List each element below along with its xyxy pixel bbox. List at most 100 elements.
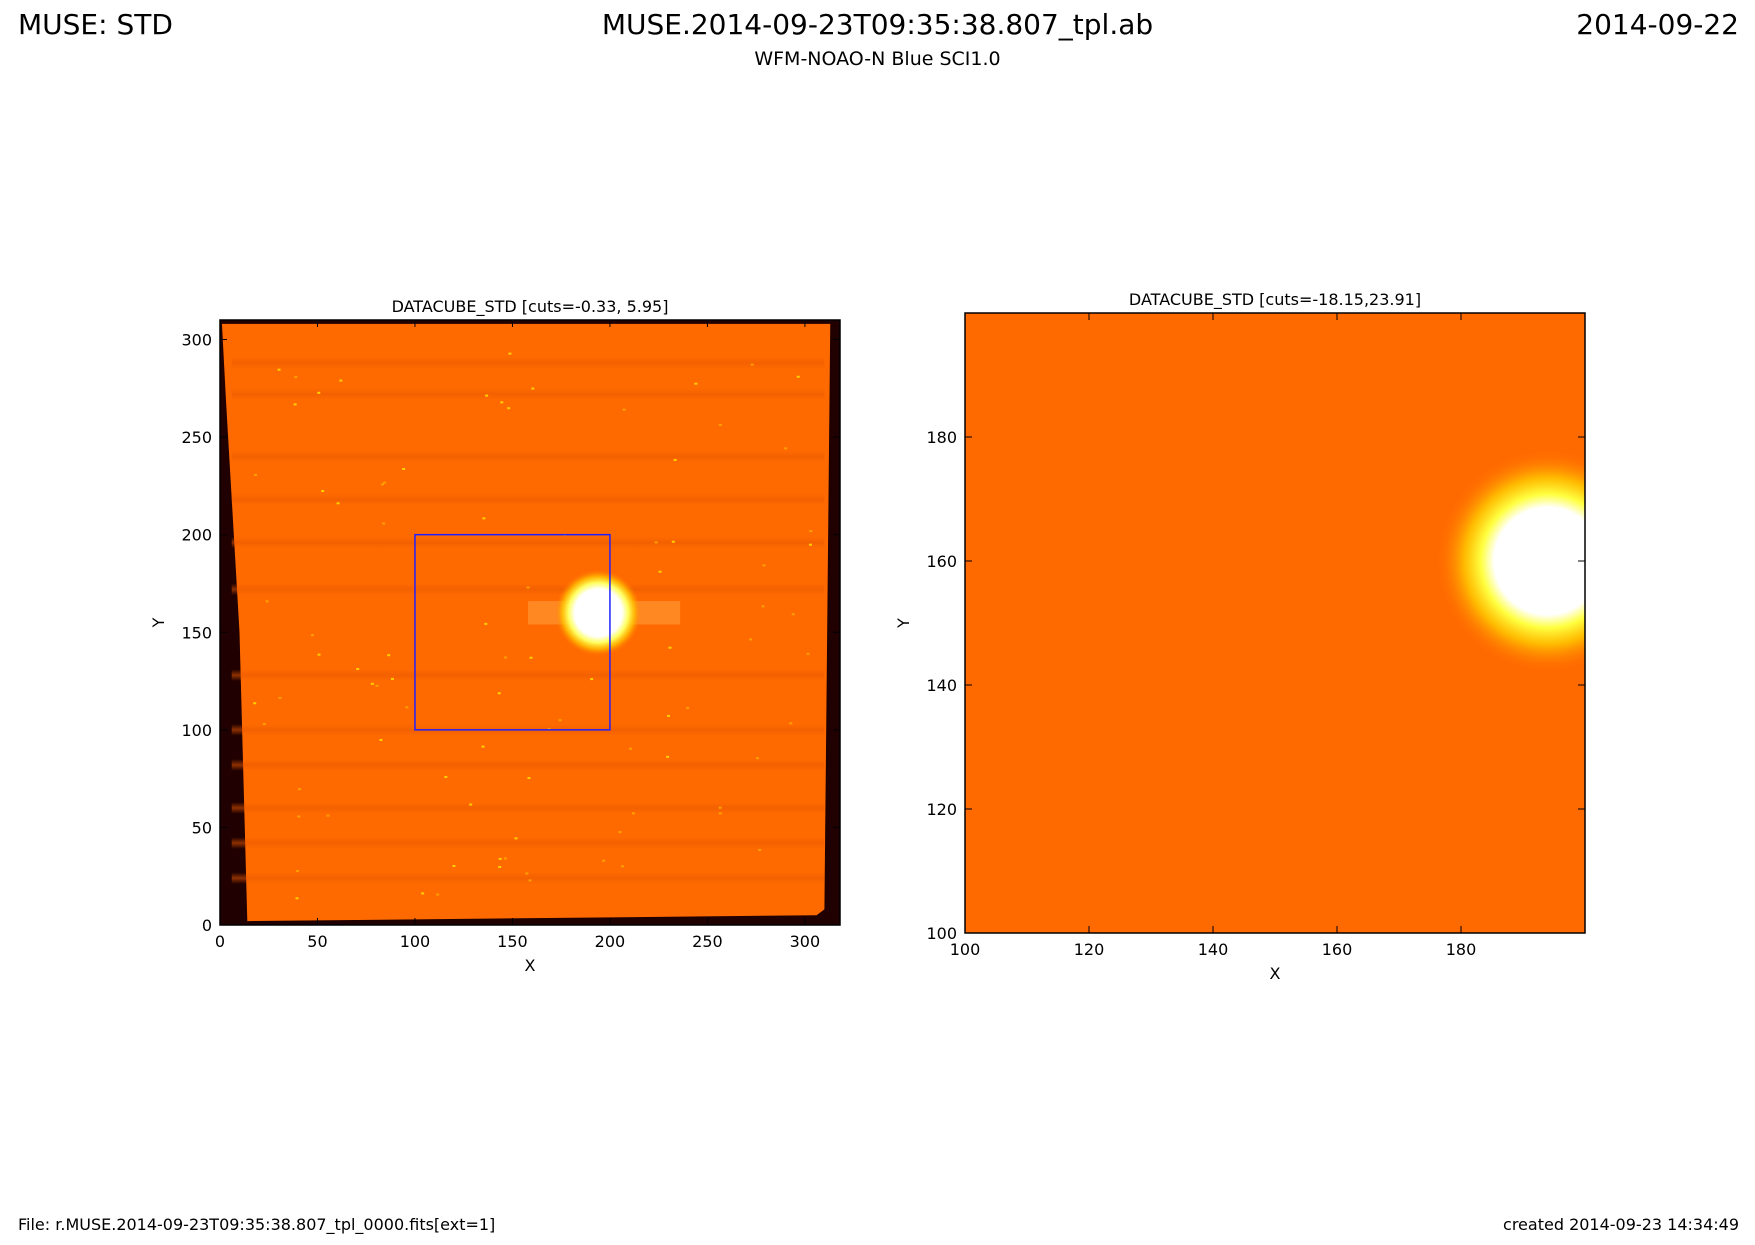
plot-frame: [964, 312, 1586, 934]
hot-pixel: [558, 719, 562, 722]
hot-pixel: [806, 652, 810, 655]
hot-pixel: [317, 653, 321, 656]
hot-pixel: [673, 458, 677, 461]
hot-pixel: [718, 812, 722, 815]
hot-pixel: [525, 872, 529, 875]
chart-title: DATACUBE_STD [cuts=-18.15,23.91]: [1129, 290, 1421, 310]
hot-pixel: [380, 483, 384, 486]
hot-pixel: [336, 502, 340, 505]
y-tick-label: 160: [926, 552, 957, 571]
science-field: [221, 323, 831, 922]
hot-pixel: [339, 379, 343, 382]
x-tick-label: 140: [1198, 940, 1229, 959]
hot-pixel: [808, 543, 812, 546]
hot-pixel: [297, 815, 301, 818]
hot-pixel: [498, 865, 502, 868]
hot-pixel: [405, 706, 409, 709]
hot-pixel: [326, 814, 330, 817]
x-tick-label: 180: [1446, 940, 1477, 959]
hot-pixel: [667, 714, 671, 717]
hot-pixel: [507, 407, 511, 410]
hot-pixel: [262, 723, 266, 726]
hot-pixel: [755, 757, 759, 760]
hot-pixel: [482, 517, 486, 520]
hot-pixel: [528, 879, 532, 882]
hot-pixel: [469, 803, 473, 806]
y-tick-label: 200: [181, 526, 212, 545]
hot-pixel: [484, 622, 488, 625]
x-tick-label: 200: [595, 932, 626, 951]
zoom-region-box: [414, 533, 611, 731]
slice-band: [231, 536, 825, 549]
hot-pixel: [296, 870, 300, 873]
hot-pixel: [526, 586, 530, 589]
x-tick-label: 250: [692, 932, 723, 951]
hot-pixel: [421, 892, 425, 895]
hot-pixel: [481, 745, 485, 748]
y-axis-label: Y: [149, 617, 168, 628]
hot-pixel: [590, 678, 594, 681]
header-instrument: MUSE: STD: [18, 8, 173, 41]
slice-band: [231, 450, 825, 463]
hot-pixel: [618, 831, 622, 834]
hot-pixel: [436, 893, 440, 896]
slice-band: [231, 872, 825, 885]
hot-pixel: [390, 677, 394, 680]
hot-pixel: [658, 570, 662, 573]
hot-pixel: [498, 857, 502, 860]
hot-pixel: [629, 747, 633, 750]
hot-pixel: [762, 564, 766, 567]
standard-star: [555, 569, 642, 656]
hot-pixel: [500, 401, 504, 404]
hot-pixel: [527, 777, 531, 780]
hot-pixel: [602, 859, 606, 862]
hot-pixel: [750, 363, 754, 366]
hot-pixel: [749, 638, 753, 641]
hot-pixel: [622, 408, 626, 411]
hot-pixel: [809, 530, 813, 533]
hot-pixel: [370, 682, 374, 685]
hot-pixel: [485, 394, 489, 397]
hot-pixel: [497, 692, 501, 695]
plot-frame: [219, 319, 841, 926]
hot-pixel: [356, 668, 360, 671]
hot-pixel: [761, 605, 765, 608]
hot-pixel: [293, 403, 297, 406]
hot-pixel: [514, 837, 518, 840]
hot-pixel: [383, 481, 387, 484]
hot-pixel: [508, 352, 512, 355]
x-tick-label: 300: [790, 932, 821, 951]
hot-pixel: [382, 522, 386, 525]
hot-pixel: [758, 849, 762, 852]
y-tick-label: 180: [926, 428, 957, 447]
slice-band: [231, 388, 825, 401]
x-tick-label: 150: [497, 932, 528, 951]
slice-band: [231, 493, 825, 506]
hot-pixel: [796, 375, 800, 378]
hot-pixel: [529, 656, 533, 659]
hot-pixel: [387, 654, 391, 657]
hot-pixel: [654, 541, 658, 544]
hot-pixel: [784, 447, 788, 450]
hot-pixel: [791, 613, 795, 616]
hot-pixel: [503, 857, 507, 860]
y-tick-label: 140: [926, 676, 957, 695]
x-tick-label: 120: [1074, 940, 1105, 959]
y-tick-label: 150: [181, 623, 212, 642]
x-tick-label: 50: [307, 932, 327, 951]
hot-pixel: [297, 788, 301, 791]
standard-star: [1436, 449, 1585, 673]
hot-pixel: [295, 897, 299, 900]
footer-created: created 2014-09-23 14:34:49: [1503, 1215, 1739, 1234]
hot-pixel: [379, 738, 383, 741]
hot-pixel: [321, 489, 325, 492]
hot-pixel: [620, 865, 624, 868]
header-date: 2014-09-22: [1576, 8, 1739, 41]
footer-file: File: r.MUSE.2014-09-23T09:35:38.807_tpl…: [18, 1215, 496, 1234]
zoom-chart: DATACUBE_STD [cuts=-18.15,23.91] 100 120 1…: [894, 290, 1586, 983]
slice-band: [231, 837, 825, 849]
hot-pixel: [452, 864, 456, 867]
header-file-title: MUSE.2014-09-23T09:35:38.807_tpl.ab: [601, 8, 1154, 41]
x-axis-label: X: [525, 956, 536, 975]
y-tick-label: 50: [192, 818, 212, 837]
